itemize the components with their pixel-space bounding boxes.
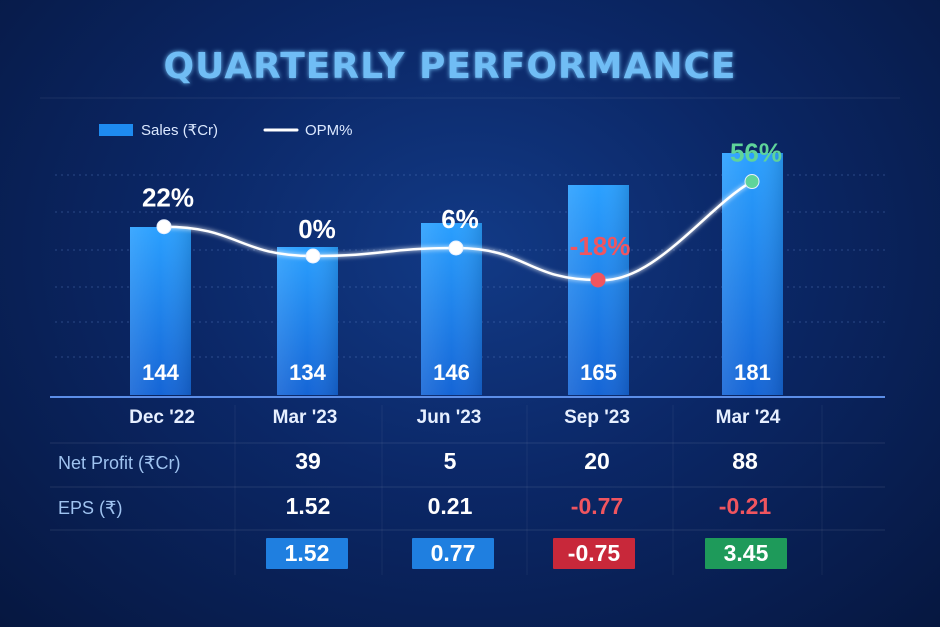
opm-value-label: 22% [142, 183, 194, 213]
table-row-label: Net Profit (₹Cr) [58, 453, 180, 473]
opm-value-label: -18% [570, 231, 631, 261]
table-cell-value: -0.21 [719, 493, 772, 519]
value-box [705, 538, 787, 569]
sales-bar-value: 165 [580, 360, 617, 385]
sales-bar-shade [277, 247, 338, 395]
x-tick-label: Mar '23 [273, 407, 338, 428]
x-tick-label: Mar '24 [716, 407, 781, 428]
sales-bar-shade [722, 153, 783, 395]
table-cell-value: 20 [584, 448, 610, 474]
boxed-value: 0.77 [431, 540, 476, 566]
opm-value-label: 0% [298, 214, 336, 244]
table-cell-value: 0.21 [428, 493, 473, 519]
value-box [553, 538, 635, 569]
boxed-value: -0.75 [568, 540, 621, 566]
sales-bar-shade [568, 185, 629, 395]
table-cell-value: 39 [295, 448, 321, 474]
sales-bar-value: 146 [433, 360, 470, 385]
x-tick-label: Sep '23 [564, 407, 630, 428]
opm-point [305, 248, 321, 264]
sales-bar-shade [130, 227, 191, 395]
opm-value-label: 6% [441, 204, 479, 234]
opm-value-label: 56% [730, 138, 782, 168]
boxed-value: 3.45 [724, 540, 769, 566]
table-cell-value: 5 [444, 448, 457, 474]
opm-point [744, 174, 760, 190]
table-cell-value: 88 [732, 448, 758, 474]
legend-opm-label: OPM% [305, 122, 353, 139]
boxed-value: 1.52 [285, 540, 330, 566]
sales-bar-value: 134 [289, 360, 326, 385]
sales-bar-value: 181 [734, 360, 771, 385]
x-tick-label: Dec '22 [129, 407, 195, 428]
value-box [266, 538, 348, 569]
opm-point [156, 219, 172, 235]
opm-point [448, 240, 464, 256]
x-tick-label: Jun '23 [417, 407, 482, 428]
chart-title: QUARTERLY PERFORMANCE [164, 46, 737, 87]
table-cell-value: -0.77 [571, 493, 623, 519]
opm-point [590, 272, 606, 288]
table-row-label: EPS (₹) [58, 498, 122, 518]
legend-sales-swatch [99, 124, 133, 136]
table-cell-value: 1.52 [286, 493, 331, 519]
legend-sales-label: Sales (₹Cr) [141, 122, 218, 139]
sales-bar-value: 144 [142, 360, 179, 385]
value-box [412, 538, 494, 569]
